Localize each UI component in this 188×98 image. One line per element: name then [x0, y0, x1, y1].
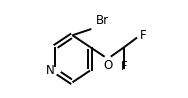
Text: N: N [46, 64, 55, 77]
Text: F: F [121, 59, 128, 73]
Text: Br: Br [96, 14, 109, 27]
Text: O: O [103, 59, 112, 72]
Text: F: F [140, 29, 147, 42]
